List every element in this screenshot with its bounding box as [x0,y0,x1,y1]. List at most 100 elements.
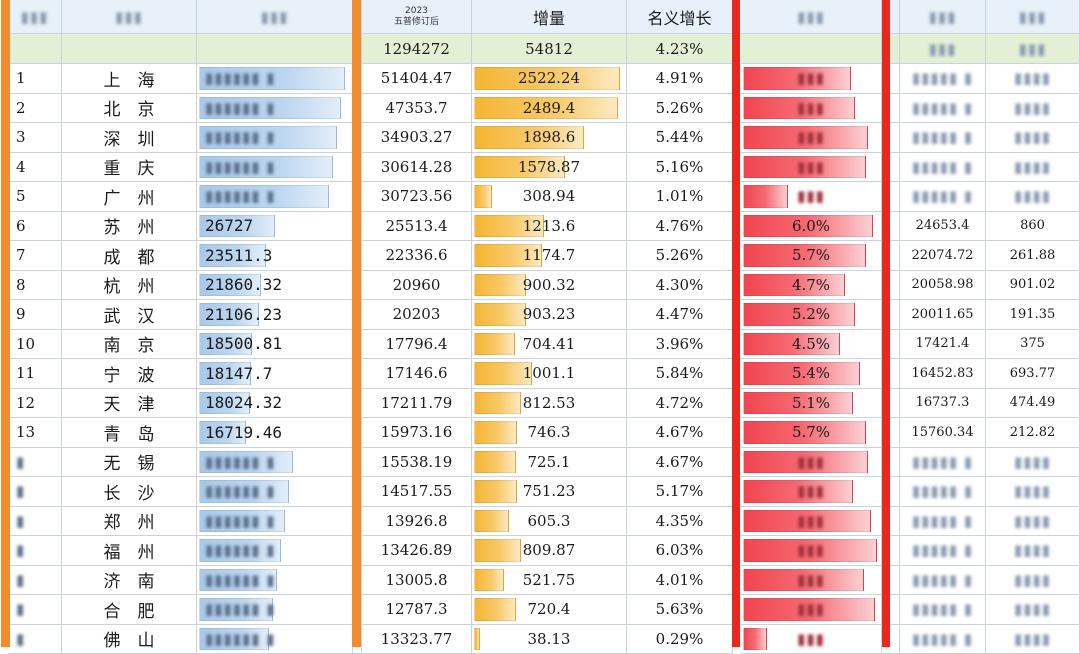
row-4-rank: 5 [8,182,62,212]
header-cell-col_a: ▮▮▮ [900,0,986,34]
row-2-gap2 [882,123,900,153]
real-growth-bar [743,185,788,208]
cell-text: 杭 州 [104,272,155,297]
cell-text: 16719.46 [205,423,282,442]
cell-text: 751.23 [523,482,576,500]
cell-text: 4.35% [656,512,704,530]
row-14-growth: 5.17% [627,477,733,507]
row-17-rank: ▮ [8,566,62,596]
cell-text: ▮ [16,541,25,559]
row-16-gdp2024: ▮▮▮▮▮▮ ▮ [197,536,353,566]
cell-text: ▮▮▮ [797,128,825,146]
row-14-gdp2024: ▮▮▮▮▮▮ ▮ [197,477,353,507]
increment-bar [474,303,526,326]
row-13-city: 无 锡 [62,448,197,478]
row-15-gap2 [882,507,900,537]
cell-text: 5.1% [792,394,830,412]
cell-text: ▮▮▮▮ [1014,69,1051,87]
cell-text: 15973.16 [381,423,453,441]
row-6-growth: 5.26% [627,241,733,271]
row-19-growth: 0.29% [627,625,733,654]
row-12-growth: 4.67% [627,418,733,448]
row-6-col_a: 22074.72 [900,241,986,271]
cell-text: 苏 州 [104,213,155,238]
cell-text: 9 [16,305,26,323]
row-19-city: 佛 山 [62,625,197,654]
row-5-growth: 4.76% [627,212,733,242]
row-17-growth: 4.01% [627,566,733,596]
cell-text: ▮▮▮▮▮▮ ▮ [205,600,276,618]
row-8-gap [353,300,362,330]
cell-text: 605.3 [528,512,571,530]
row-13-gap [353,448,362,478]
row-13-col_a: ▮▮▮▮▮ ▮ [900,448,986,478]
cell-text: ▮▮▮▮▮ ▮ [912,453,973,471]
row-13-gap2 [882,448,900,478]
row-8-real_growth: 5.2% [741,300,882,330]
row-17-col_b: ▮▮▮▮ [986,566,1080,596]
cell-text: ▮▮▮ [797,541,825,559]
cell-text: 3.96% [656,335,704,353]
row-18-gdp2023: 12787.3 [362,595,472,625]
row-16-gdp2023: 13426.89 [362,536,472,566]
row-9-increment: 704.41 [472,330,627,360]
row-5-col_b: 860 [986,212,1080,242]
cell-text: ▮▮▮ [797,187,825,205]
cell-text: 5.44% [656,128,704,146]
row-17-gap2 [882,566,900,596]
row-1-rank: 2 [8,94,62,124]
total-cell-col_b: ▮▮▮ [986,34,1080,64]
cell-text: 16452.83 [911,366,973,381]
header-revised: 五普修订后 [394,17,439,28]
row-5-gdp2023: 25513.4 [362,212,472,242]
row-11-col_b: 474.49 [986,389,1080,419]
row-11-growth: 4.72% [627,389,733,419]
row-1-gap2 [882,94,900,124]
increment-bar [474,539,521,562]
cell-text: 20960 [393,276,441,294]
row-2-increment: 1898.6 [472,123,627,153]
row-11-col_a: 16737.3 [900,389,986,419]
cell-text: ▮▮▮▮▮ ▮ [912,541,973,559]
row-18-col_b: ▮▮▮▮ [986,595,1080,625]
cell-text: ▮▮▮▮▮ ▮ [912,128,973,146]
header-cell-gdp2024: ▮▮▮ [197,0,353,34]
cell-text: 北 京 [104,95,155,120]
increment-bar [474,274,526,297]
total-cell-gap2 [882,34,900,64]
row-7-rank: 8 [8,271,62,301]
row-16-col_a: ▮▮▮▮▮ ▮ [900,536,986,566]
cell-text: ▮▮▮▮▮ ▮ [912,187,973,205]
header-cell-growth: 名义增长 [627,0,733,34]
cell-text: 4.01% [656,571,704,589]
row-7-city: 杭 州 [62,271,197,301]
row-17-gap [353,566,362,596]
row-13-rank: ▮ [8,448,62,478]
row-10-real_growth: 5.4% [741,359,882,389]
row-4-col_a: ▮▮▮▮▮ ▮ [900,182,986,212]
cell-text: ▮▮▮▮▮▮ ▮ [205,571,276,589]
row-8-growth: 4.47% [627,300,733,330]
header-cell-city: ▮▮▮ [62,0,197,34]
row-0-col_b: ▮▮▮▮ [986,64,1080,94]
row-12-city: 青 岛 [62,418,197,448]
row-14-gdp2023: 14517.55 [362,477,472,507]
row-4-growth: 1.01% [627,182,733,212]
cell-text: 261.88 [1010,248,1056,263]
row-11-gdp2023: 17211.79 [362,389,472,419]
cell-text: ▮▮▮▮▮▮ ▮ [205,158,276,176]
cell-text: ▮▮▮ [797,571,825,589]
total-cell-city [62,34,197,64]
cell-text: 5.2% [792,305,830,323]
row-18-increment: 720.4 [472,595,627,625]
row-3-col_a: ▮▮▮▮▮ ▮ [900,153,986,183]
cell-text: 郑 州 [104,508,155,533]
row-1-gap [353,94,362,124]
cell-text: ▮▮▮▮▮▮ ▮ [205,99,276,117]
row-8-col_a: 20011.65 [900,300,986,330]
cell-text: 上 海 [104,66,155,91]
increment-bar [474,569,504,592]
row-8-col_b: 191.35 [986,300,1080,330]
row-9-growth: 3.96% [627,330,733,360]
